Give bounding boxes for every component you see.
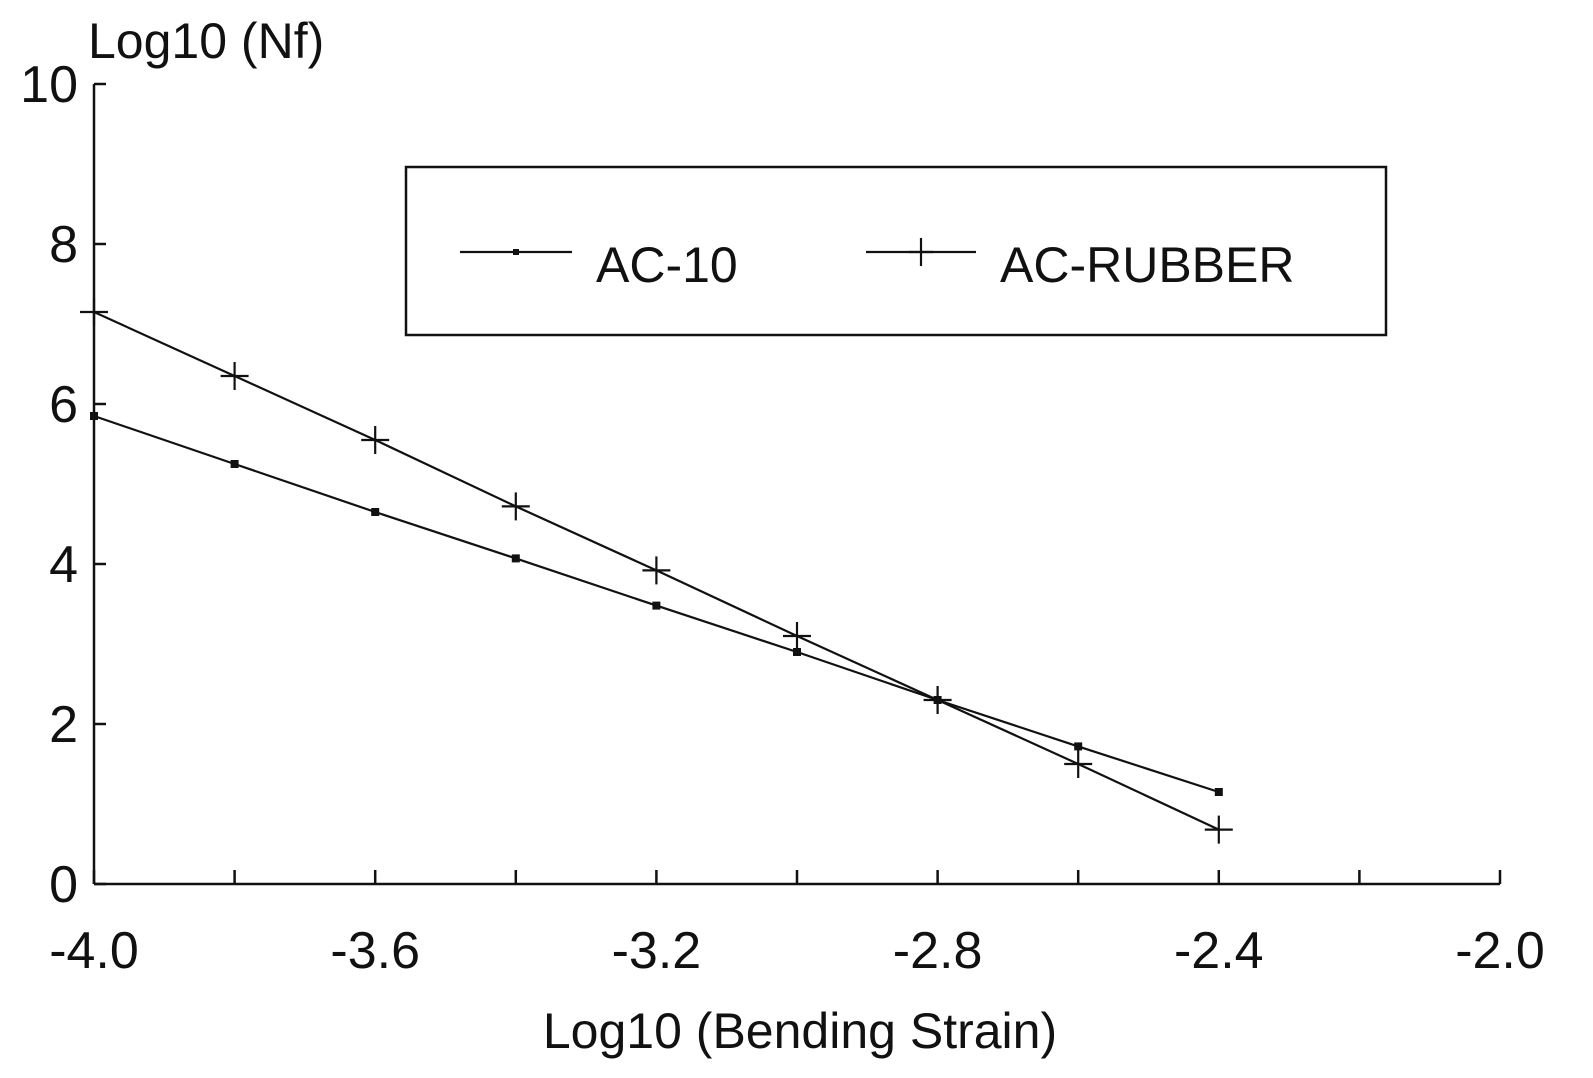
legend-item: AC-RUBBER — [866, 237, 1294, 293]
data-point — [793, 648, 801, 656]
x-tick-label: -4.0 — [49, 922, 139, 980]
data-point — [652, 601, 661, 610]
data-point — [371, 508, 380, 516]
data-point — [1214, 788, 1223, 796]
data-point — [80, 298, 108, 326]
data-point — [1064, 750, 1093, 778]
y-tick-label: 8 — [49, 216, 78, 274]
data-point — [361, 426, 390, 454]
data-point — [501, 492, 530, 521]
data-point — [230, 460, 239, 468]
legend-label: AC-RUBBER — [1000, 237, 1294, 293]
x-axis-title: Log10 (Bending Strain) — [543, 1003, 1057, 1059]
x-tick-label: -3.2 — [612, 922, 702, 980]
y-tick-label: 0 — [49, 856, 78, 914]
x-tick-label: -2.8 — [893, 922, 983, 980]
y-tick-label: 10 — [20, 56, 78, 114]
legend-item: AC-10 — [460, 237, 738, 293]
x-tick-label: -3.6 — [330, 922, 420, 980]
series-ac-10 — [90, 412, 1223, 796]
legend-marker — [909, 238, 933, 266]
y-tick-label: 4 — [49, 536, 78, 594]
plot-area — [80, 298, 1233, 844]
x-tick-label: -2.0 — [1455, 922, 1545, 980]
data-point — [511, 554, 520, 563]
data-point — [220, 362, 249, 390]
data-point — [1204, 815, 1233, 844]
data-point — [923, 686, 952, 714]
data-point — [1074, 742, 1083, 751]
legend-label: AC-10 — [596, 237, 738, 293]
y-tick-label: 2 — [49, 696, 78, 754]
data-point — [642, 556, 671, 585]
axes: 0 2 4 6 8 10 -4.0 -3.6 -3.2 -2.8 -2.4 -2.0 — [20, 56, 1545, 980]
legend: AC-10 AC-RUBBER — [404, 165, 1388, 337]
y-tick-label: 6 — [49, 376, 78, 434]
data-point — [90, 412, 98, 420]
x-tick-label: -2.4 — [1174, 922, 1264, 980]
y-axis-title: Log10 (Nf) — [88, 13, 324, 69]
data-point — [783, 622, 811, 650]
series-ac-rubber — [80, 298, 1233, 844]
legend-marker — [513, 249, 519, 255]
